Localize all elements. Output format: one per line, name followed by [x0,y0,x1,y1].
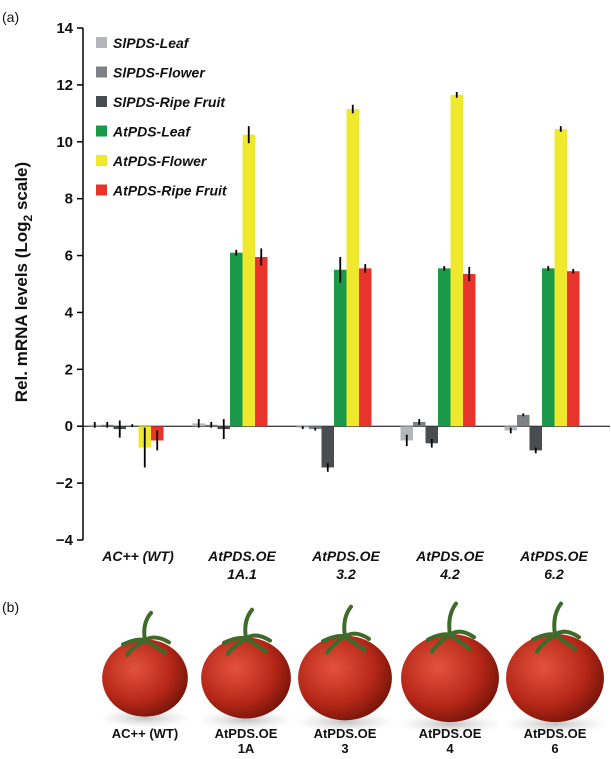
x-tick-label: AtPDS.OE 4.2 [415,548,484,582]
bar [243,135,256,427]
x-tick-label: AtPDS.OE 3.2 [311,548,380,582]
legend-swatch [96,155,107,166]
tomato [506,634,604,722]
legend-swatch [96,185,107,196]
legend-swatch [96,96,107,107]
bar [542,268,555,426]
y-tick-label: 8 [65,191,73,208]
x-tick-line: 4.2 [439,566,460,582]
photo-label-line: 4 [446,741,454,756]
y-tick-label: 2 [65,361,73,378]
bar [230,253,243,427]
bar [359,268,372,426]
legend-label: SlPDS-Flower [113,65,206,81]
y-title-part: scale) [12,162,31,215]
x-tick-line: AC++ (WT) [101,548,174,564]
photo-label-line: 3 [341,741,348,756]
figure: (a) (b) Rel. mRNA levels (Log2 scale) AC… [0,0,611,759]
photo-label-line: AtPDS.OE [524,726,587,741]
tomato [201,638,291,719]
panel-label: (a) [2,9,19,25]
bar [530,426,543,450]
y-tick-label: 6 [65,248,73,265]
tomato [298,636,392,721]
y-tick-label: 0 [65,418,73,435]
bar [567,271,580,426]
x-tick-line: AtPDS.OE [415,548,484,564]
y-tick-label: 12 [56,77,73,94]
tomato [401,634,499,722]
x-tick-line: AtPDS.OE [207,548,276,564]
bar [463,274,476,426]
x-tick-label: AtPDS.OE 6.2 [519,548,588,582]
legend-swatch [96,37,107,48]
x-tick-label: AC++ (WT) [101,548,174,564]
photo-label-line: 6 [551,741,558,756]
y-axis-title: Rel. mRNA levels (Log2 scale) [12,162,35,402]
x-tick-line: 3.2 [336,566,356,582]
x-tick-line: AtPDS.OE [519,548,588,564]
legend-label: SlPDS-Ripe Fruit [113,94,226,110]
bar [517,415,530,426]
x-tick-line: 1A.1 [227,566,257,582]
photo-label: AC++ (WT) [112,726,178,741]
photo-label-line: 1A [238,741,255,756]
bar [334,270,347,426]
photo-label-line: AtPDS.OE [215,726,278,741]
legend-label: AtPDS-Ripe Fruit [112,183,228,199]
legend-label: SlPDS-Leaf [113,35,190,51]
y-tick-label: 10 [56,134,73,151]
legend-label: AtPDS-Flower [112,153,208,169]
y-tick-label: −4 [56,532,74,549]
bar [255,257,268,426]
bar [347,109,360,426]
y-tick-label: 14 [56,20,73,37]
bar [322,426,335,467]
bar [451,95,464,426]
y-tick-label: −2 [56,475,73,492]
legend-swatch [96,126,107,137]
y-tick-label: 4 [65,304,74,321]
x-tick-label: AtPDS.OE 1A.1 [207,548,276,582]
legend-label: AtPDS-Leaf [112,124,191,140]
photo-label-line: AC++ (WT) [112,726,178,741]
y-title-part: Rel. mRNA levels (Log [12,221,31,402]
tomato [102,639,188,716]
legend-swatch [96,67,107,78]
x-tick-line: AtPDS.OE [311,548,380,564]
photo-label-line: AtPDS.OE [314,726,377,741]
panel-label: (b) [2,599,19,615]
x-tick-line: 6.2 [544,566,564,582]
photo-label-line: AtPDS.OE [419,726,482,741]
bar [555,129,568,426]
bar [438,268,451,426]
